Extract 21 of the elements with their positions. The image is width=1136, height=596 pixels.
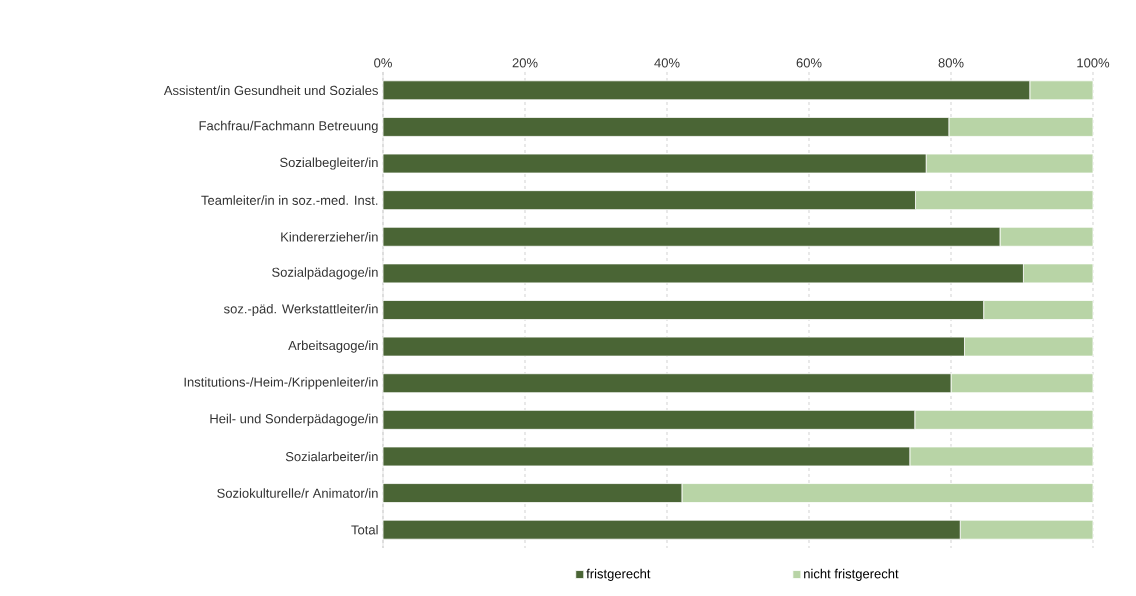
x-tick-label: 20%	[512, 58, 538, 68]
y-tick-label: Arbeitsagoge/in	[288, 340, 378, 353]
y-tick-label: Total	[351, 524, 378, 535]
y-tick-label: Teamleiter/in in soz.-med. Inst.	[201, 195, 378, 205]
x-tick-label: 40%	[654, 58, 680, 68]
y-tick-label: Sozialbegleiter/in	[280, 157, 378, 170]
y-tick-label: Fachfrau/Fachmann Betreuung	[199, 120, 378, 133]
y-tick-label: soz.-päd. Werkstattleiter/in	[223, 303, 378, 317]
legend-label: nicht fristgerecht	[804, 568, 899, 581]
y-tick-label: Soziokulturelle/r Animator/in	[217, 488, 378, 498]
legend-label: fristgerecht	[586, 568, 651, 581]
y-tick-label: Heil- und Sonderpädagoge/in	[210, 413, 378, 426]
x-tick-label: 60%	[796, 58, 822, 68]
y-tick-label: Kindererzieher/in	[281, 231, 378, 242]
x-tick-label: 80%	[938, 58, 964, 68]
y-tick-label: Sozialarbeiter/in	[285, 451, 378, 462]
y-tick-label: Assistent/in Gesundheit und Soziales	[163, 85, 378, 96]
y-tick-label: Institutions-/Heim-/Krippenleiter/in	[184, 377, 378, 390]
x-tick-label: 0%	[374, 58, 392, 68]
x-tick-label: 100%	[1077, 58, 1110, 68]
y-tick-label: Sozialpädagoge/in	[272, 267, 378, 280]
